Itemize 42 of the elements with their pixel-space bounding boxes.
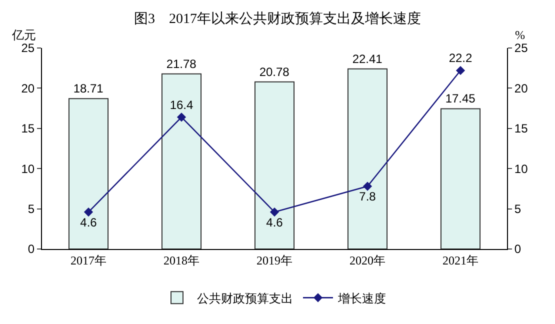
y2-tick-label: 5 xyxy=(514,202,522,216)
point xyxy=(456,66,466,76)
y2-axis-title: % xyxy=(515,28,525,42)
data-label: 22.41 xyxy=(352,52,383,66)
x-tick-label: 2017年 xyxy=(70,253,106,268)
data-label: 17.45 xyxy=(445,92,476,106)
data-label: 4.6 xyxy=(80,215,98,230)
y2-tick-label: 10 xyxy=(514,162,528,176)
point xyxy=(176,112,186,122)
data-label: 18.71 xyxy=(73,82,104,96)
y2-tick-label: 15 xyxy=(514,122,528,136)
y-axis-title: 亿元 xyxy=(11,28,36,42)
bar xyxy=(254,81,295,249)
data-label: 4.6 xyxy=(266,215,284,230)
y2-tick-label: 0 xyxy=(514,242,522,256)
bar xyxy=(440,108,481,249)
bar xyxy=(161,73,202,249)
y-tick-label: 0 xyxy=(28,242,35,256)
y-tick-label: 5 xyxy=(28,202,35,216)
x-tick-label: 2021年 xyxy=(442,253,478,268)
y2-tick-label: 25 xyxy=(514,41,528,56)
y-tick-label: 10 xyxy=(21,162,35,176)
y-tick-label: 15 xyxy=(21,122,35,136)
legend-label: 公共财政预算支出 xyxy=(197,291,293,306)
data-label: 16.4 xyxy=(170,98,194,112)
data-label: 7.8 xyxy=(359,190,376,204)
data-label: 22.2 xyxy=(448,51,472,66)
data-label: 20.78 xyxy=(259,64,290,79)
y-tick-label: 25 xyxy=(21,41,35,56)
x-tick-label: 2020年 xyxy=(350,253,386,268)
y-tick-label: 20 xyxy=(21,81,35,96)
chart-title: 图3 2017年以来公共财政预算支出及增长速度 xyxy=(134,10,421,27)
y2-tick-label: 20 xyxy=(514,81,528,96)
point xyxy=(362,182,372,191)
bar xyxy=(68,98,109,249)
data-label: 21.78 xyxy=(166,56,197,71)
legend-label: 增长速度 xyxy=(337,291,386,306)
bar xyxy=(347,68,388,249)
point xyxy=(84,207,94,217)
x-tick-label: 2018年 xyxy=(164,253,200,268)
point xyxy=(270,207,280,217)
x-tick-label: 2019年 xyxy=(256,253,292,268)
